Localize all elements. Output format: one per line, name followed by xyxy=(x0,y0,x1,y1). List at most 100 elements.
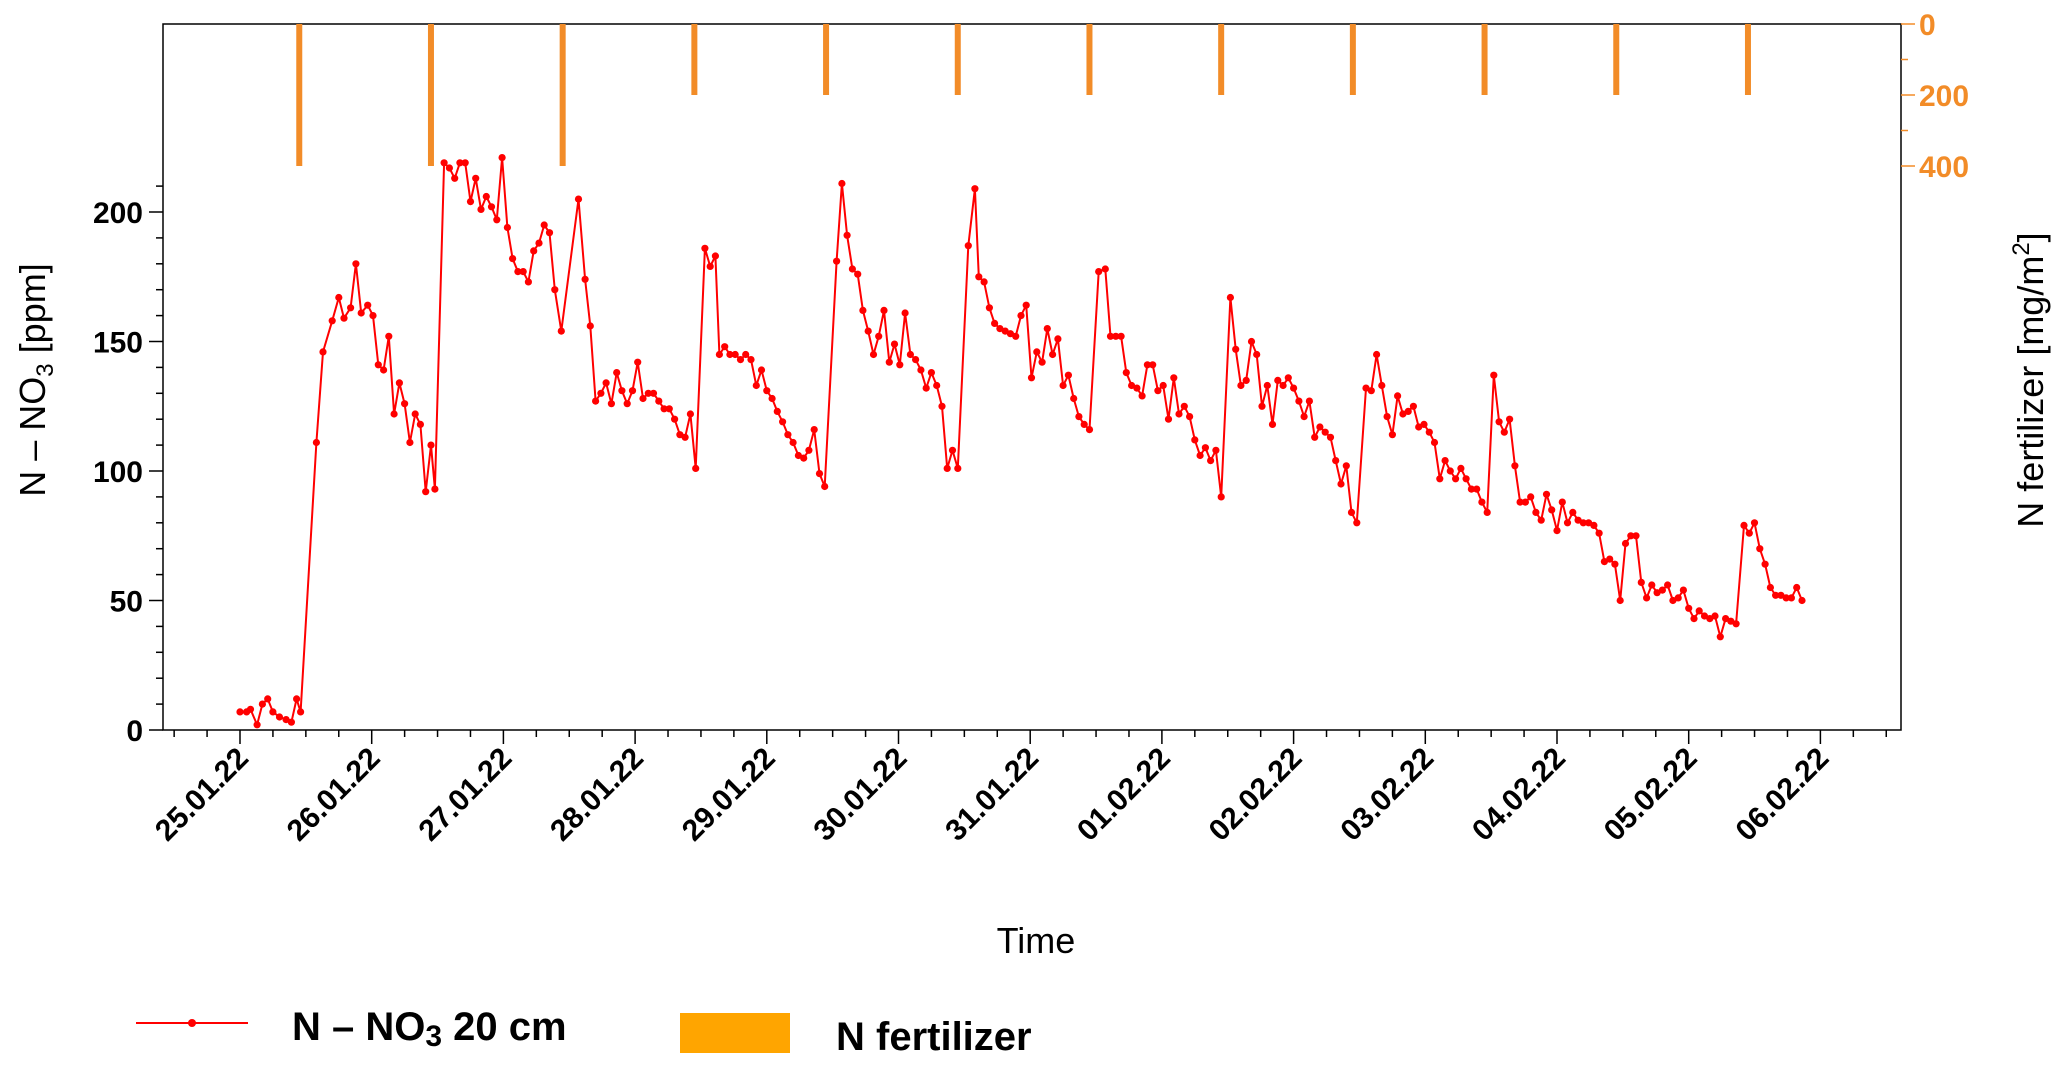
series-point xyxy=(1217,493,1225,501)
series-point xyxy=(964,242,972,250)
series-point xyxy=(1242,376,1250,384)
series-point xyxy=(519,268,527,276)
series-point xyxy=(503,223,511,232)
x-axis-title: Time xyxy=(997,920,1076,961)
series-point xyxy=(1621,539,1630,548)
series-point xyxy=(1595,529,1603,537)
fertilizer-bar xyxy=(1481,24,1488,95)
series-point xyxy=(1425,428,1433,436)
series-point xyxy=(634,358,642,366)
series-point xyxy=(752,381,760,390)
series-point xyxy=(649,389,658,397)
series-point xyxy=(1367,387,1375,395)
series-point xyxy=(779,418,787,426)
series-point xyxy=(477,205,485,213)
series-point xyxy=(269,708,277,716)
series-point xyxy=(1648,581,1656,589)
series-point xyxy=(574,195,583,203)
y2-axis-ticks: 0 200 400 xyxy=(1901,9,1969,184)
series-point xyxy=(1537,516,1545,524)
series-point xyxy=(1745,529,1753,537)
series-point xyxy=(1263,381,1271,390)
fertilizer-bar xyxy=(1218,24,1225,95)
series-point xyxy=(890,340,899,348)
series-point xyxy=(602,379,610,387)
x-tick-label: 05.02.22 xyxy=(1598,742,1704,848)
series-point xyxy=(1394,392,1402,400)
series-point xyxy=(1321,428,1329,436)
series-point xyxy=(1095,268,1103,276)
series-point xyxy=(592,397,600,405)
series-point xyxy=(692,464,700,472)
series-point xyxy=(736,356,745,364)
series-point xyxy=(701,244,709,252)
y-axis-title: N – NO3 [ppm] xyxy=(12,263,59,496)
series-point xyxy=(896,361,904,369)
series-point xyxy=(1732,620,1740,628)
y-tick-label: 200 xyxy=(93,197,143,230)
series-point xyxy=(1337,480,1345,488)
series-point xyxy=(1311,433,1319,441)
series-point xyxy=(246,705,255,713)
legend-series-label: N – NO3 20 cm xyxy=(292,1005,567,1053)
series-point xyxy=(1478,498,1486,506)
series-point xyxy=(1782,594,1790,602)
series-point xyxy=(1106,332,1115,340)
series-point xyxy=(422,488,430,496)
series-point xyxy=(854,270,862,278)
series-point xyxy=(1563,519,1572,527)
series-point xyxy=(639,394,647,403)
series-point xyxy=(1542,490,1551,498)
series-point xyxy=(335,293,343,302)
series-point xyxy=(1232,345,1240,353)
series-point xyxy=(293,695,301,703)
x-tick-label: 04.02.22 xyxy=(1466,742,1572,848)
series-point xyxy=(1436,475,1444,483)
series-point xyxy=(665,405,673,413)
series-point xyxy=(885,358,893,366)
series-point xyxy=(1316,423,1324,431)
x-tick-label: 29.01.22 xyxy=(676,742,782,848)
series-point xyxy=(655,397,663,405)
series-point xyxy=(805,446,813,454)
series-point xyxy=(1300,413,1308,421)
series-point xyxy=(1383,413,1391,421)
series-point xyxy=(644,389,652,397)
series-point xyxy=(1506,415,1514,423)
series-point xyxy=(1117,332,1125,340)
series-point xyxy=(757,366,766,374)
series-point xyxy=(768,394,776,403)
series-point xyxy=(1409,402,1417,410)
series-point xyxy=(1326,433,1335,441)
series-point xyxy=(954,464,962,472)
legend: N – NO3 20 cm N fertilizer xyxy=(136,1005,1032,1059)
series-point xyxy=(1191,436,1199,444)
x-tick-label: 25.01.22 xyxy=(149,742,255,848)
series-point xyxy=(1207,457,1215,465)
series-point xyxy=(1075,413,1083,421)
series-point xyxy=(1258,402,1266,410)
series-point xyxy=(1133,384,1141,392)
series-point xyxy=(1332,457,1340,465)
y-tick-label: 50 xyxy=(110,586,143,619)
series-point xyxy=(1274,376,1282,384)
series-point xyxy=(319,348,327,356)
series-point xyxy=(938,402,946,410)
series-point xyxy=(1632,532,1640,540)
series-point xyxy=(1070,394,1078,403)
series-point xyxy=(1420,420,1428,428)
series-point xyxy=(1452,475,1460,483)
series-point xyxy=(1430,438,1439,447)
series-point xyxy=(369,312,377,320)
x-tick-label: 26.01.22 xyxy=(281,742,387,848)
series-point xyxy=(1295,397,1303,405)
series-point xyxy=(357,309,365,317)
series-point xyxy=(551,286,559,294)
series-point xyxy=(297,708,305,716)
series-point xyxy=(848,265,857,273)
series-point xyxy=(347,304,355,312)
series-point xyxy=(1180,402,1188,410)
series-point xyxy=(933,381,941,390)
series-point xyxy=(545,229,554,237)
series-point xyxy=(901,309,909,317)
